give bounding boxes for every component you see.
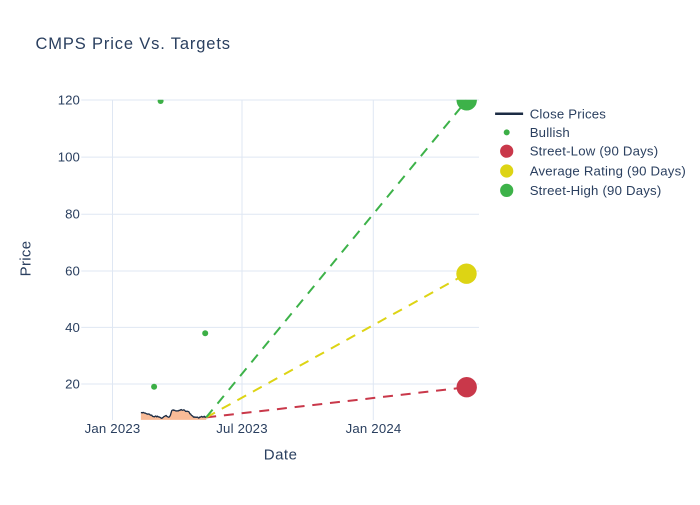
svg-text:Bullish: Bullish — [530, 125, 570, 140]
svg-text:80: 80 — [65, 207, 80, 222]
svg-text:Price: Price — [18, 241, 35, 277]
svg-text:CMPS Price Vs. Targets: CMPS Price Vs. Targets — [36, 35, 231, 53]
svg-text:60: 60 — [65, 264, 80, 279]
svg-text:Jul 2023: Jul 2023 — [216, 421, 267, 436]
svg-text:Average Rating (90 Days): Average Rating (90 Days) — [530, 164, 686, 179]
svg-text:Close Prices: Close Prices — [530, 106, 607, 121]
svg-text:Jan 2024: Jan 2024 — [346, 421, 402, 436]
svg-text:Street-Low (90 Days): Street-Low (90 Days) — [530, 144, 659, 159]
svg-text:40: 40 — [65, 320, 80, 335]
svg-text:Street-High (90 Days): Street-High (90 Days) — [530, 183, 662, 198]
svg-text:120: 120 — [58, 93, 80, 108]
svg-text:20: 20 — [65, 377, 80, 392]
svg-text:Date: Date — [264, 447, 298, 464]
svg-text:Jan 2023: Jan 2023 — [85, 421, 141, 436]
svg-text:100: 100 — [58, 150, 80, 165]
